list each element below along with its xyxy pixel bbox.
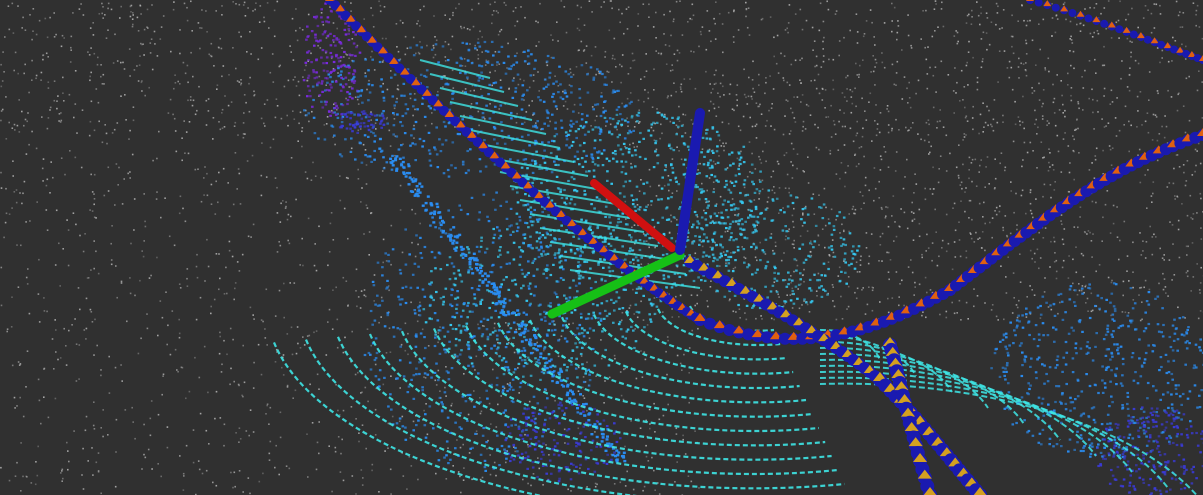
y-axis-cylinder xyxy=(547,250,685,319)
z-axis-cylinder xyxy=(675,108,705,255)
trajectory-main xyxy=(325,0,1203,345)
trajectory-branch xyxy=(684,0,1203,495)
robot-frame-axes xyxy=(547,108,705,319)
x-axis-cylinder xyxy=(590,179,676,252)
